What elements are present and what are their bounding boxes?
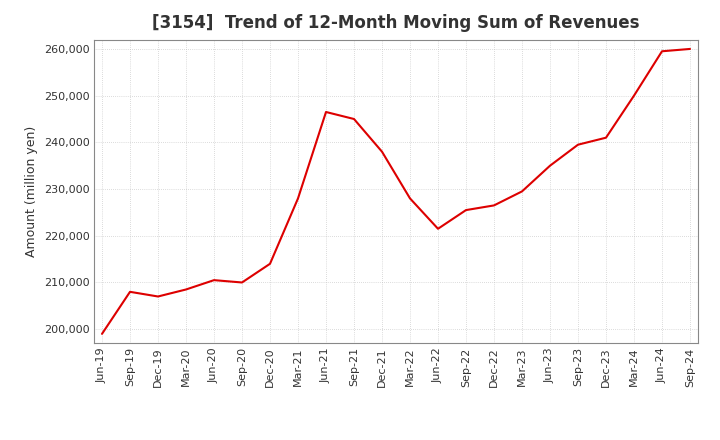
Title: [3154]  Trend of 12-Month Moving Sum of Revenues: [3154] Trend of 12-Month Moving Sum of R… — [152, 15, 640, 33]
Y-axis label: Amount (million yen): Amount (million yen) — [25, 126, 38, 257]
